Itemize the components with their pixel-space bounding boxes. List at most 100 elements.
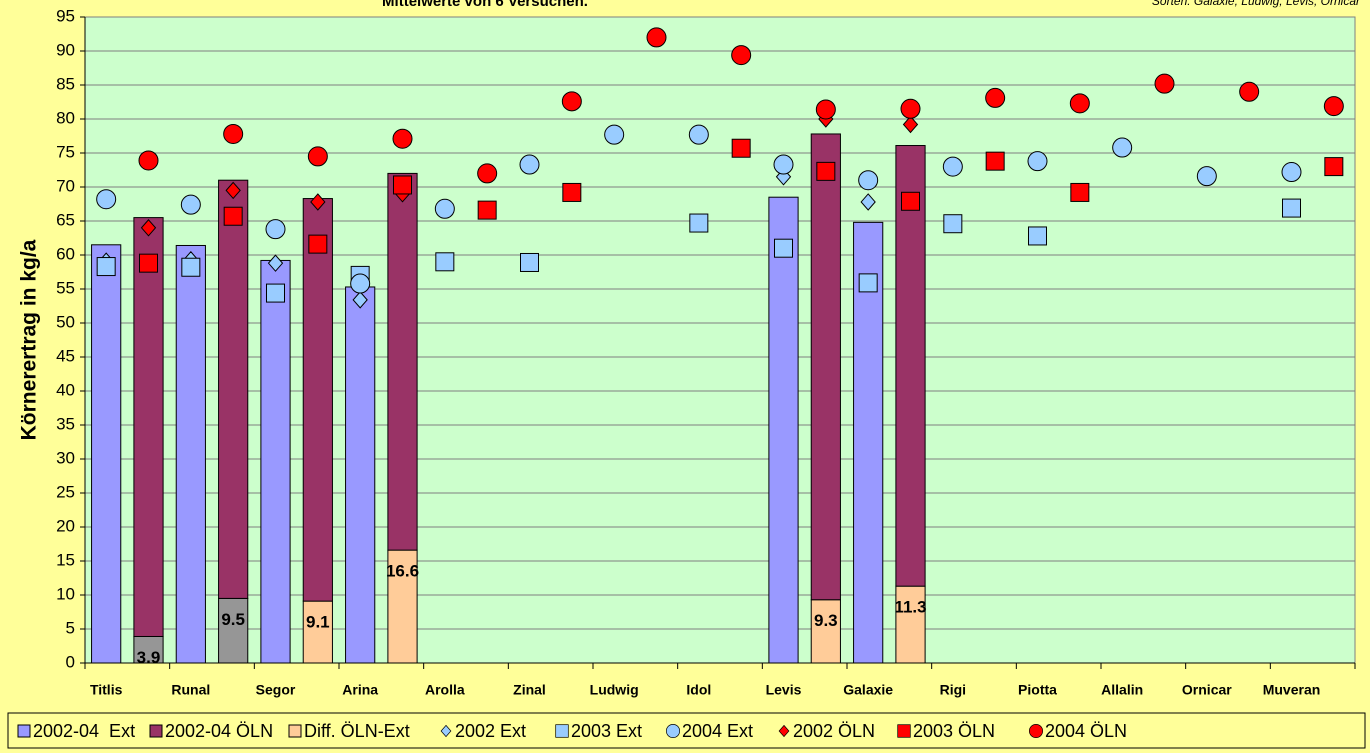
bar [260, 259, 291, 664]
marker [1027, 151, 1048, 172]
data-label: 16.6 [386, 562, 419, 581]
y-tick-label: 35 [56, 414, 75, 433]
bar-segment [133, 635, 164, 664]
marker [308, 234, 328, 254]
data-label: 3.9 [137, 648, 161, 667]
bar-segment [302, 198, 333, 602]
marker [96, 189, 117, 210]
marker [1196, 166, 1217, 187]
y-tick-label: 60 [56, 244, 75, 263]
x-tick-label: Arolla [425, 682, 465, 698]
marker [139, 253, 158, 273]
marker [1069, 93, 1090, 114]
bar-segment [810, 133, 841, 601]
x-tick-label: Allalin [1101, 682, 1143, 698]
marker [1112, 137, 1133, 158]
marker [561, 91, 582, 112]
marker [604, 124, 625, 145]
y-tick-label: 95 [56, 6, 75, 25]
bar-segment [218, 597, 249, 664]
bar [768, 196, 799, 664]
y-tick-label: 25 [56, 482, 75, 501]
marker [434, 198, 455, 219]
marker [900, 98, 921, 119]
marker [774, 238, 793, 258]
marker [519, 154, 540, 175]
marker [646, 27, 667, 48]
x-tick-label: Zinal [513, 682, 546, 698]
marker [985, 87, 1006, 108]
marker [943, 214, 963, 234]
marker [223, 206, 243, 226]
data-label: 11.3 [894, 598, 926, 617]
plot-area [84, 16, 1356, 664]
bar-segment [895, 145, 926, 587]
data-label: 9.3 [814, 611, 838, 630]
marker [860, 193, 876, 211]
marker [858, 170, 879, 191]
marker [140, 219, 157, 237]
marker [393, 175, 412, 195]
marker [265, 219, 286, 240]
marker [773, 154, 794, 175]
legend-marker [778, 724, 790, 738]
marker [1281, 162, 1302, 183]
y-tick-label: 15 [56, 550, 75, 569]
marker [225, 181, 241, 200]
bar [91, 244, 122, 664]
x-tick-label: Levis [766, 682, 802, 698]
marker [520, 252, 539, 272]
legend-label: 2003 Ext [571, 721, 642, 741]
legend-label: 2004 ÖLN [1045, 721, 1127, 741]
x-tick-label: Runal [171, 682, 210, 698]
marker [901, 191, 920, 211]
bar [853, 221, 884, 664]
marker [815, 99, 836, 120]
x-tick-label: Muveran [1263, 682, 1321, 698]
legend-marker [1028, 724, 1043, 739]
marker [96, 257, 116, 277]
legend-marker [665, 724, 680, 739]
x-tick-label: Arina [342, 682, 378, 698]
marker [731, 138, 751, 158]
x-tick-label: Idol [686, 682, 711, 698]
marker [688, 124, 709, 145]
bar-segment [387, 172, 418, 551]
marker [266, 283, 285, 303]
marker [477, 200, 497, 220]
marker [350, 273, 371, 294]
legend-label: Diff. ÖLN-Ext [304, 721, 410, 741]
y-tick-label: 75 [56, 142, 75, 161]
y-tick-label: 70 [56, 176, 75, 195]
y-tick-label: 85 [56, 74, 75, 93]
y-tick-label: 10 [56, 584, 75, 603]
marker [1282, 198, 1301, 218]
marker [352, 291, 368, 309]
y-tick-label: 50 [56, 312, 75, 331]
x-tick-label: Ornicar [1182, 682, 1232, 698]
legend-label: 2002-04 Ext [33, 721, 135, 741]
bar [175, 244, 206, 664]
legend-label: 2003 ÖLN [913, 721, 995, 741]
y-tick-label: 65 [56, 210, 75, 229]
legend-label: 2002 Ext [455, 721, 526, 741]
y-tick-label: 55 [56, 278, 75, 297]
y-tick-label: 80 [56, 108, 75, 127]
marker [180, 194, 201, 215]
chart-title: Mittelwerte von 6 Versuchen. [382, 0, 588, 10]
marker [1323, 96, 1344, 117]
marker [307, 146, 328, 167]
marker [392, 128, 413, 149]
marker [1239, 81, 1260, 102]
y-tick-label: 0 [66, 652, 75, 671]
y-tick-label: 30 [56, 448, 75, 467]
legend-swatch [17, 724, 31, 738]
marker [1154, 73, 1175, 94]
legend-label: 2002 ÖLN [793, 721, 875, 741]
bar-segment [387, 549, 418, 664]
x-tick-label: Segor [256, 682, 296, 698]
marker [942, 156, 963, 177]
y-tick-label: 5 [66, 618, 75, 637]
marker [902, 115, 919, 134]
marker [477, 163, 498, 184]
